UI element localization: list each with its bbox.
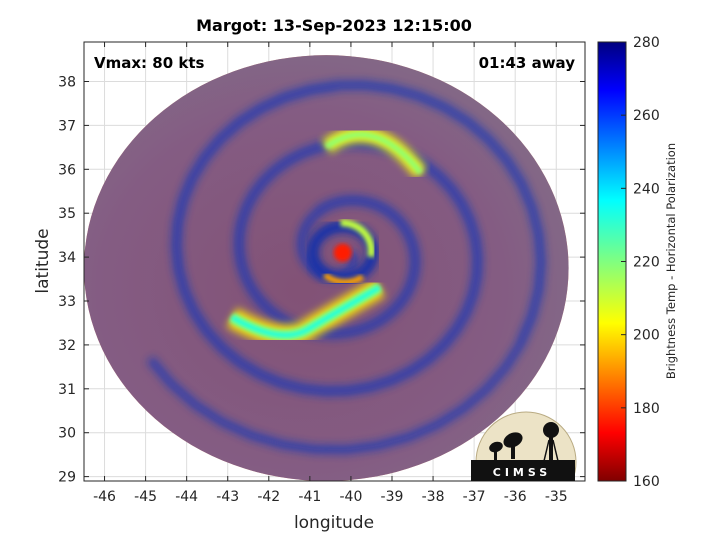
colorbar-tick-label: 240 xyxy=(633,181,660,197)
colorbar-label: Brightness Temp - Horizontal Polarizatio… xyxy=(664,143,678,379)
northern-rainband xyxy=(321,126,428,179)
x-tick-label: -42 xyxy=(257,489,280,505)
x-tick-label: -46 xyxy=(93,489,116,505)
y-tick-label: 36 xyxy=(58,162,76,178)
colorbar-ticks: 160 180 200 220 240 260 280 xyxy=(621,35,660,490)
x-axis-label: longitude xyxy=(294,513,374,533)
colorbar-tick-label: 280 xyxy=(633,35,660,51)
x-tick-label: -40 xyxy=(339,489,362,505)
colorbar-tick-label: 160 xyxy=(633,474,660,490)
brightness-temp-swath xyxy=(84,55,569,481)
x-tick-label: -37 xyxy=(463,489,486,505)
y-axis-label: latitude xyxy=(33,228,53,293)
x-tick-label: -41 xyxy=(298,489,321,505)
y-tick-label: 35 xyxy=(58,206,76,222)
eyewall xyxy=(306,219,379,286)
water-tower-icon xyxy=(543,422,559,438)
x-axis: -46 -45 -44 -43 -42 -41 -40 -39 -38 -37 -36 -35 xyxy=(93,42,568,505)
y-tick-label: 38 xyxy=(58,75,76,91)
logo-text: CIMSS xyxy=(493,466,551,479)
storm-eye xyxy=(333,243,352,262)
x-tick-label: -44 xyxy=(175,489,198,505)
y-tick-label: 30 xyxy=(58,426,76,442)
time-away-annotation: 01:43 away xyxy=(479,54,576,72)
x-tick-label: -38 xyxy=(422,489,445,505)
colorbar-tick-label: 260 xyxy=(633,108,660,124)
colorbar-tick-label: 180 xyxy=(633,401,660,417)
x-tick-label: -45 xyxy=(134,489,157,505)
y-tick-label: 37 xyxy=(58,118,76,134)
x-tick-label: -36 xyxy=(504,489,527,505)
cimss-logo: CIMSS xyxy=(471,411,577,481)
vmax-annotation: Vmax: 80 kts xyxy=(94,54,204,72)
spiral-bands xyxy=(146,80,547,455)
southern-rainband xyxy=(226,277,386,347)
axes-frame xyxy=(83,41,586,482)
chart-title: Margot: 13-Sep-2023 12:15:00 xyxy=(196,16,472,35)
colorbar-tick-label: 220 xyxy=(633,255,660,271)
colorbar-tick-label: 200 xyxy=(633,328,660,344)
x-tick-label: -35 xyxy=(545,489,568,505)
x-tick-label: -39 xyxy=(381,489,404,505)
y-axis: 29 30 31 32 33 34 35 36 37 38 xyxy=(58,75,585,486)
y-tick-label: 29 xyxy=(58,470,76,486)
satellite-dish-icon xyxy=(503,432,523,448)
y-tick-label: 33 xyxy=(58,294,76,310)
y-tick-label: 31 xyxy=(58,382,76,398)
y-tick-label: 32 xyxy=(58,338,76,354)
y-tick-label: 34 xyxy=(58,250,76,266)
x-tick-label: -43 xyxy=(216,489,239,505)
